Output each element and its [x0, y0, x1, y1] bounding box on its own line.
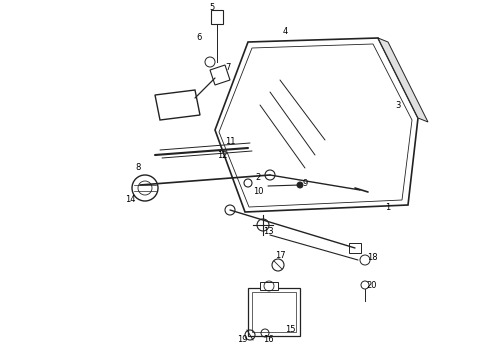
- Text: 9: 9: [302, 179, 308, 188]
- Polygon shape: [378, 38, 428, 122]
- Polygon shape: [210, 65, 230, 85]
- Text: 5: 5: [209, 4, 215, 13]
- Text: 8: 8: [135, 163, 141, 172]
- Text: 11: 11: [225, 138, 235, 147]
- Polygon shape: [349, 243, 361, 253]
- Bar: [260, 282, 278, 290]
- Text: 15: 15: [285, 325, 295, 334]
- Bar: [211, 10, 223, 24]
- Circle shape: [132, 175, 158, 201]
- Text: 2: 2: [255, 174, 261, 183]
- Text: 3: 3: [395, 100, 401, 109]
- Text: 7: 7: [225, 63, 231, 72]
- Text: 13: 13: [263, 228, 273, 237]
- Bar: [248, 288, 300, 336]
- Text: 12: 12: [217, 150, 227, 159]
- Text: 19: 19: [237, 336, 247, 345]
- Polygon shape: [155, 90, 200, 120]
- Text: 6: 6: [196, 33, 202, 42]
- Text: 10: 10: [253, 188, 263, 197]
- Text: 16: 16: [263, 336, 273, 345]
- Text: 4: 4: [282, 27, 288, 36]
- Bar: [252, 292, 296, 332]
- Text: 17: 17: [275, 251, 285, 260]
- Text: 18: 18: [367, 253, 377, 262]
- Polygon shape: [215, 38, 418, 212]
- Text: 20: 20: [367, 280, 377, 289]
- Text: 1: 1: [385, 202, 391, 211]
- Circle shape: [297, 182, 303, 188]
- Text: 14: 14: [125, 195, 135, 204]
